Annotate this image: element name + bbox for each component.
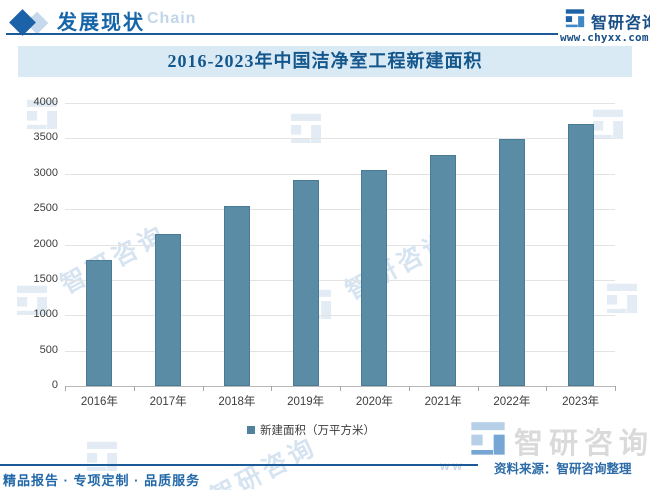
x-tick-label: 2017年 <box>149 396 187 408</box>
footer-brand-watermark: 智研咨询 <box>468 418 650 463</box>
bar-chart: 0 500 1000 1500 2000 2500 3000 3500 4000 2016年 20… <box>0 88 650 438</box>
x-tick-label: 2021年 <box>424 396 462 408</box>
x-tick-label: 2016年 <box>80 396 118 408</box>
footer-watermark-brand-text: 智研咨询 <box>514 427 650 460</box>
gridline-3500 <box>65 138 615 140</box>
x-axis-tick <box>615 386 616 391</box>
source-note: 资料来源：智研咨询整理 <box>494 462 632 476</box>
brand-website: www.chyxx.com <box>560 31 649 44</box>
x-axis-tick <box>477 386 479 391</box>
footer-watermark-url-fragment: w w <box>440 459 463 473</box>
x-tick-label: 2018年 <box>218 396 256 408</box>
gridline-500 <box>65 350 615 352</box>
gridline-3000 <box>65 173 615 175</box>
gridline-2500 <box>65 209 615 211</box>
y-tick-label: 4000 <box>33 96 58 108</box>
gridline-1500 <box>65 279 615 281</box>
y-tick-label: 1500 <box>33 272 58 285</box>
y-tick-label: 1000 <box>33 308 58 321</box>
x-axis-tick <box>271 386 273 391</box>
footer-watermark-logo-icon <box>468 418 508 463</box>
x-axis-tick <box>202 386 204 391</box>
x-tick-label: 2020年 <box>355 396 393 408</box>
x-tick-label: 2022年 <box>493 396 531 408</box>
bar-2018年 <box>223 205 250 386</box>
x-axis-tick <box>133 386 135 391</box>
chart-title: 2016-2023年中国洁净室工程新建面积 <box>18 46 632 77</box>
bar-2019年 <box>292 179 319 386</box>
bar-2021年 <box>430 155 457 386</box>
legend-label: 新建面积（万平方米） <box>260 425 375 437</box>
x-tick-label: 2019年 <box>287 396 325 408</box>
y-tick-label: 3500 <box>33 131 58 144</box>
y-tick-label: 2500 <box>33 202 58 215</box>
gridline-4000 <box>65 103 615 104</box>
x-axis-tick <box>340 386 341 391</box>
x-tick-label: 2023年 <box>562 396 600 408</box>
y-tick-label: 3000 <box>33 166 58 179</box>
gridline-2000 <box>65 244 615 246</box>
y-tick-label: 0 <box>51 379 58 391</box>
bar-2022年 <box>498 139 525 386</box>
header-divider <box>6 33 558 35</box>
legend-marker <box>247 426 255 434</box>
x-axis-tick <box>408 386 410 391</box>
y-tick-label: 500 <box>39 343 58 356</box>
footer-divider <box>0 464 478 466</box>
y-tick-label: 2000 <box>33 237 58 250</box>
brand-logo: 智研咨询 <box>564 7 650 34</box>
legend: 新建面积（万平方米） <box>0 422 622 438</box>
brand-logo-icon <box>564 7 586 34</box>
page-title: 发展现状 <box>57 12 145 34</box>
brand-name: 智研咨询 <box>591 14 650 32</box>
x-axis-tick <box>65 386 66 391</box>
gridline-1000 <box>65 315 615 317</box>
x-axis-tick <box>546 386 548 391</box>
bar-2023年 <box>567 123 594 386</box>
bar-2016年 <box>86 260 113 386</box>
footer-slogan: 精品报告 · 专项定制 · 品质服务 <box>3 473 201 488</box>
diamond-dark-shape <box>9 9 36 36</box>
chain-watermark-text: Chain <box>147 10 197 27</box>
bar-2020年 <box>361 170 388 386</box>
bar-2017年 <box>155 233 182 386</box>
